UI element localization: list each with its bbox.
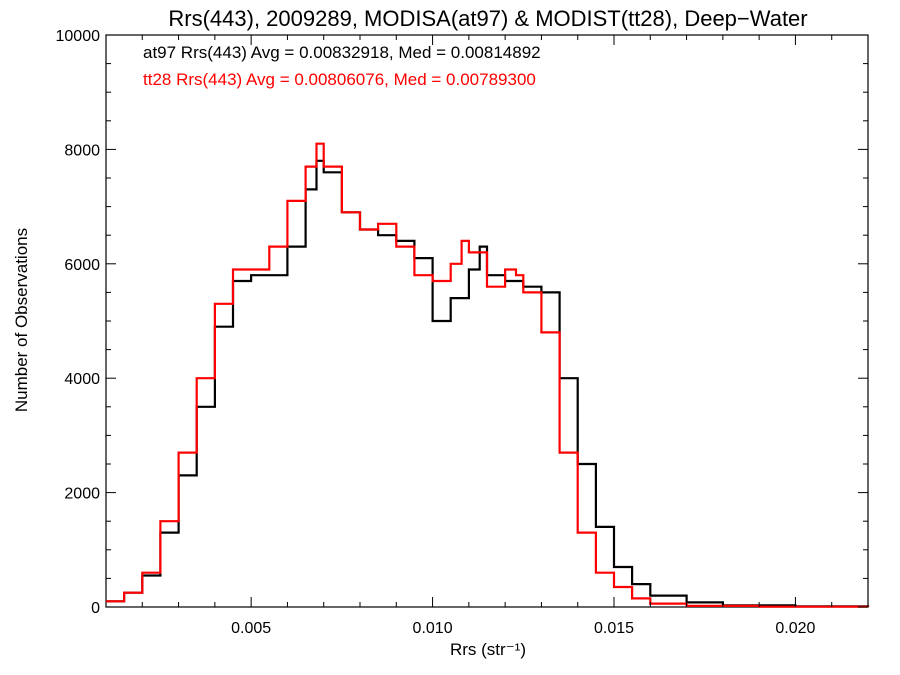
plot-frame: [105, 34, 869, 608]
y-tick-label: 0: [91, 600, 100, 617]
x-axis-ticks: 0.005 0.010 0.015 0.020: [105, 35, 869, 637]
x-tick-label: 0.005: [231, 620, 271, 637]
y-tick-label: 8000: [64, 142, 100, 159]
x-tick-label: 0.010: [413, 620, 453, 637]
chart-title: Rrs(443), 2009289, MODISA(at97) & MODIST…: [168, 6, 807, 31]
y-tick-label: 4000: [64, 371, 100, 388]
series-line-at97: [106, 159, 870, 608]
legend-entry-at97: at97 Rrs(443) Avg = 0.00832918, Med = 0.…: [143, 43, 541, 62]
y-tick-label: 6000: [64, 257, 100, 274]
x-tick-label: 0.015: [594, 620, 634, 637]
x-tick-label: 0.020: [775, 620, 815, 637]
x-axis-label: Rrs (str⁻¹): [450, 640, 526, 659]
legend: at97 Rrs(443) Avg = 0.00832918, Med = 0.…: [143, 43, 541, 89]
series-line-tt28: [106, 142, 870, 608]
y-axis-label: Number of Observations: [12, 228, 31, 412]
y-axis-ticks: 0 2000 4000 6000 8000 10000: [56, 28, 868, 617]
y-tick-label: 2000: [64, 486, 100, 503]
y-tick-label: 10000: [56, 28, 101, 45]
plot-area: [105, 34, 870, 608]
legend-entry-tt28: tt28 Rrs(443) Avg = 0.00806076, Med = 0.…: [143, 70, 536, 89]
